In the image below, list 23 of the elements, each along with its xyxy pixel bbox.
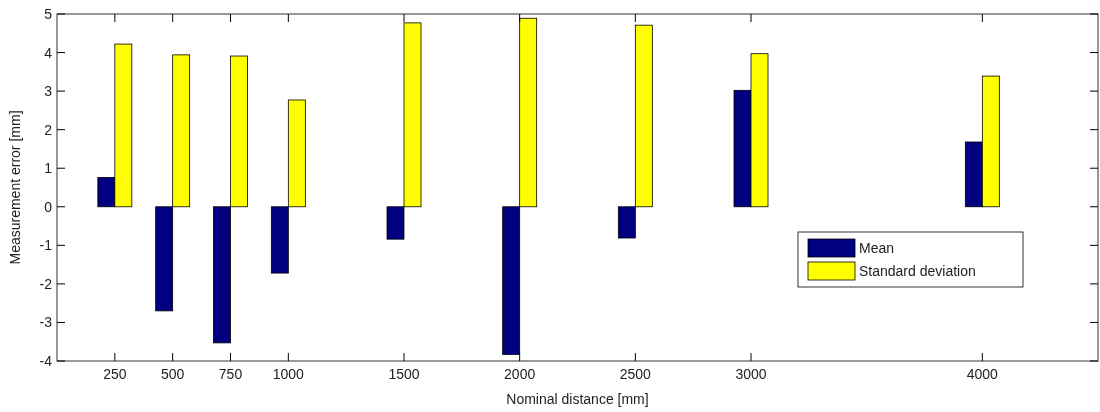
x-tick-label: 1500 [388,366,420,382]
x-axis-title: Nominal distance [mm] [506,391,649,407]
y-tick-label: -4 [39,353,53,369]
x-tick-label: 4000 [966,366,999,382]
y-axis-title: Measurement error [mm] [7,110,23,265]
y-tick-label: 1 [44,160,53,177]
y-tick-label: 2 [44,121,53,138]
y-tick-label: 0 [44,198,53,215]
legend-label: Standard deviation [859,263,976,279]
y-tick-label: 5 [44,6,53,22]
x-tick-label: 2500 [619,366,652,382]
legend-label: Mean [859,240,895,256]
x-tick-label: 1000 [272,366,305,382]
x-tick-label: 500 [160,366,185,382]
y-tick-label: -3 [39,314,53,331]
y-tick-label: -2 [39,275,53,292]
y-tick-label: 4 [44,44,53,61]
x-tick-label: 3000 [735,366,767,382]
x-tick-label: 250 [103,366,127,382]
y-tick-label: 3 [44,83,53,100]
x-tick-label: 750 [218,366,243,382]
x-tick-label: 2000 [504,366,536,382]
y-tick-label: -1 [39,237,53,254]
